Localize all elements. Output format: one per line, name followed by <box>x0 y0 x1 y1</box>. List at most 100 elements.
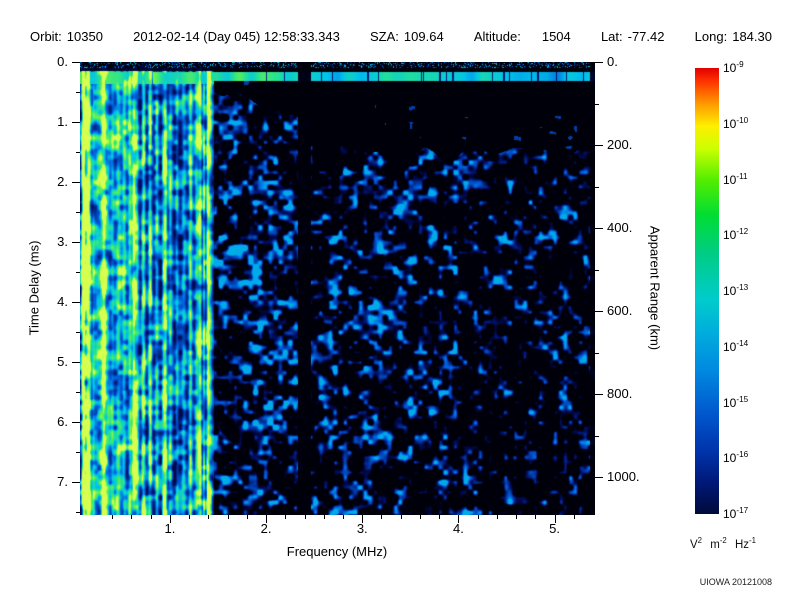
freq-minor-tick <box>227 515 229 519</box>
range-tick-label: 0. <box>607 54 618 69</box>
freq-minor-tick <box>150 515 152 519</box>
range-minor-tick <box>595 352 599 354</box>
time-delay-minor-tick <box>76 332 80 333</box>
freq-tick-mark <box>169 515 171 523</box>
time-delay-tick-label: 5. <box>57 354 68 369</box>
credit-text: UIOWA 20121008 <box>699 577 772 587</box>
range-tick-label: 600. <box>607 303 633 318</box>
freq-minor-tick <box>285 515 287 519</box>
colorbar-tick-exponent: -11 <box>736 171 748 181</box>
y-axis-right-title: Apparent Range (km) <box>647 225 663 351</box>
time-delay-minor-tick <box>76 92 80 93</box>
time-delay-tick-mark <box>72 122 80 123</box>
orbit-value: 10350 <box>66 29 103 44</box>
altitude-value: 1504 <box>541 29 571 44</box>
freq-minor-tick <box>381 515 383 519</box>
range-tick-mark <box>595 311 603 312</box>
time-delay-tick-mark <box>72 482 80 483</box>
range-tick-mark <box>595 62 603 63</box>
freq-minor-tick <box>535 515 537 519</box>
long-value: 184.30 <box>732 29 772 44</box>
range-minor-tick <box>595 103 599 105</box>
altitude-field: Altitude: 1504 <box>474 29 571 44</box>
colorbar-tick-exponent: -17 <box>736 506 749 515</box>
sza-label: SZA: <box>370 29 399 44</box>
freq-tick-mark <box>266 515 268 523</box>
time-delay-tick-mark <box>72 302 80 303</box>
lat-value: -77.42 <box>627 29 665 44</box>
freq-minor-tick <box>400 515 402 519</box>
freq-minor-tick <box>246 515 248 519</box>
freq-minor-tick <box>439 515 441 519</box>
freq-minor-tick <box>189 515 191 519</box>
freq-minor-tick <box>496 515 498 519</box>
unit-v: V <box>690 538 698 551</box>
range-minor-tick <box>595 435 599 437</box>
y-axis-left-title: Time Delay (ms) <box>26 240 42 336</box>
freq-minor-tick <box>419 515 421 519</box>
freq-tick-label: 3. <box>356 521 368 536</box>
freq-tick-label: 1. <box>164 521 176 536</box>
range-minor-tick <box>595 269 599 271</box>
freq-minor-tick <box>304 515 306 519</box>
range-tick-label: 400. <box>607 220 633 235</box>
orbit-label: Orbit: <box>30 29 62 44</box>
colorbar-tick-exponent: -16 <box>736 450 749 460</box>
time-delay-tick-label: 1. <box>57 114 68 129</box>
colorbar-tick-label: 10-10 <box>723 115 749 131</box>
colorbar-tick-label: 10-14 <box>723 338 749 354</box>
time-delay-minor-tick <box>76 212 80 213</box>
time-delay-tick-label: 4. <box>57 294 68 309</box>
freq-tick-mark <box>554 515 556 523</box>
freq-minor-tick <box>131 515 133 519</box>
colorbar-tick-exponent: -10 <box>736 115 749 125</box>
time-delay-tick-label: 3. <box>57 234 68 249</box>
time-delay-tick-mark <box>72 362 80 363</box>
freq-minor-tick <box>208 515 210 519</box>
time-delay-minor-tick <box>76 152 80 153</box>
colorbar-tick-label: 10-12 <box>723 227 749 243</box>
range-tick-mark <box>595 145 603 146</box>
colorbar-tick-exponent: -12 <box>736 227 749 237</box>
colorbar-unit-label: V2 m-2 Hz-1 <box>690 536 756 551</box>
time-delay-tick-label: 6. <box>57 414 68 429</box>
datetime-value: 2012-02-14 (Day 045) 12:58:33.343 <box>133 29 340 44</box>
spectrogram-plot-area <box>80 62 595 515</box>
colorbar-gradient <box>695 68 719 514</box>
range-tick-mark <box>595 477 603 478</box>
lat-field: Lat: -77.42 <box>601 29 665 44</box>
colorbar-tick-exponent: -14 <box>736 338 749 348</box>
datetime-field: 2012-02-14 (Day 045) 12:58:33.343 <box>133 29 340 44</box>
colorbar-tick-label: 10-9 <box>723 60 744 75</box>
range-tick-label: 200. <box>607 137 633 152</box>
time-delay-tick-mark <box>72 422 80 423</box>
colorbar-tick-exponent: -9 <box>736 60 744 69</box>
freq-tick-label: 5. <box>549 521 561 536</box>
time-delay-tick-mark <box>72 62 80 63</box>
time-delay-minor-tick <box>76 272 80 273</box>
time-delay-tick-mark <box>72 242 80 243</box>
orbit-field: Orbit: 10350 <box>30 29 103 44</box>
colorbar-tick-label: 10-13 <box>723 283 749 298</box>
range-tick-mark <box>595 394 603 395</box>
long-field: Long: 184.30 <box>695 29 772 44</box>
altitude-label: Altitude: <box>473 29 521 44</box>
colorbar-tick-label: 10-16 <box>723 450 749 466</box>
range-tick-label: 800. <box>607 386 633 401</box>
unit-hz: Hz <box>734 538 750 551</box>
freq-minor-tick <box>323 515 325 519</box>
time-delay-minor-tick <box>76 392 80 393</box>
time-delay-tick-mark <box>72 182 80 183</box>
freq-minor-tick <box>477 515 479 519</box>
colorbar-tick-label: 10-15 <box>723 394 749 410</box>
range-tick-label: 1000. <box>607 469 640 484</box>
freq-tick-label: 2. <box>260 521 272 536</box>
time-delay-minor-tick <box>76 512 80 513</box>
unit-v-exp: 2 <box>697 536 703 545</box>
sza-field: SZA: 109.64 <box>370 29 444 44</box>
colorbar-tick-exponent: -15 <box>736 394 749 404</box>
colorbar-tick-label: 10-17 <box>723 506 749 521</box>
x-axis-title: Frequency (MHz) <box>286 544 388 559</box>
range-tick-mark <box>595 228 603 229</box>
